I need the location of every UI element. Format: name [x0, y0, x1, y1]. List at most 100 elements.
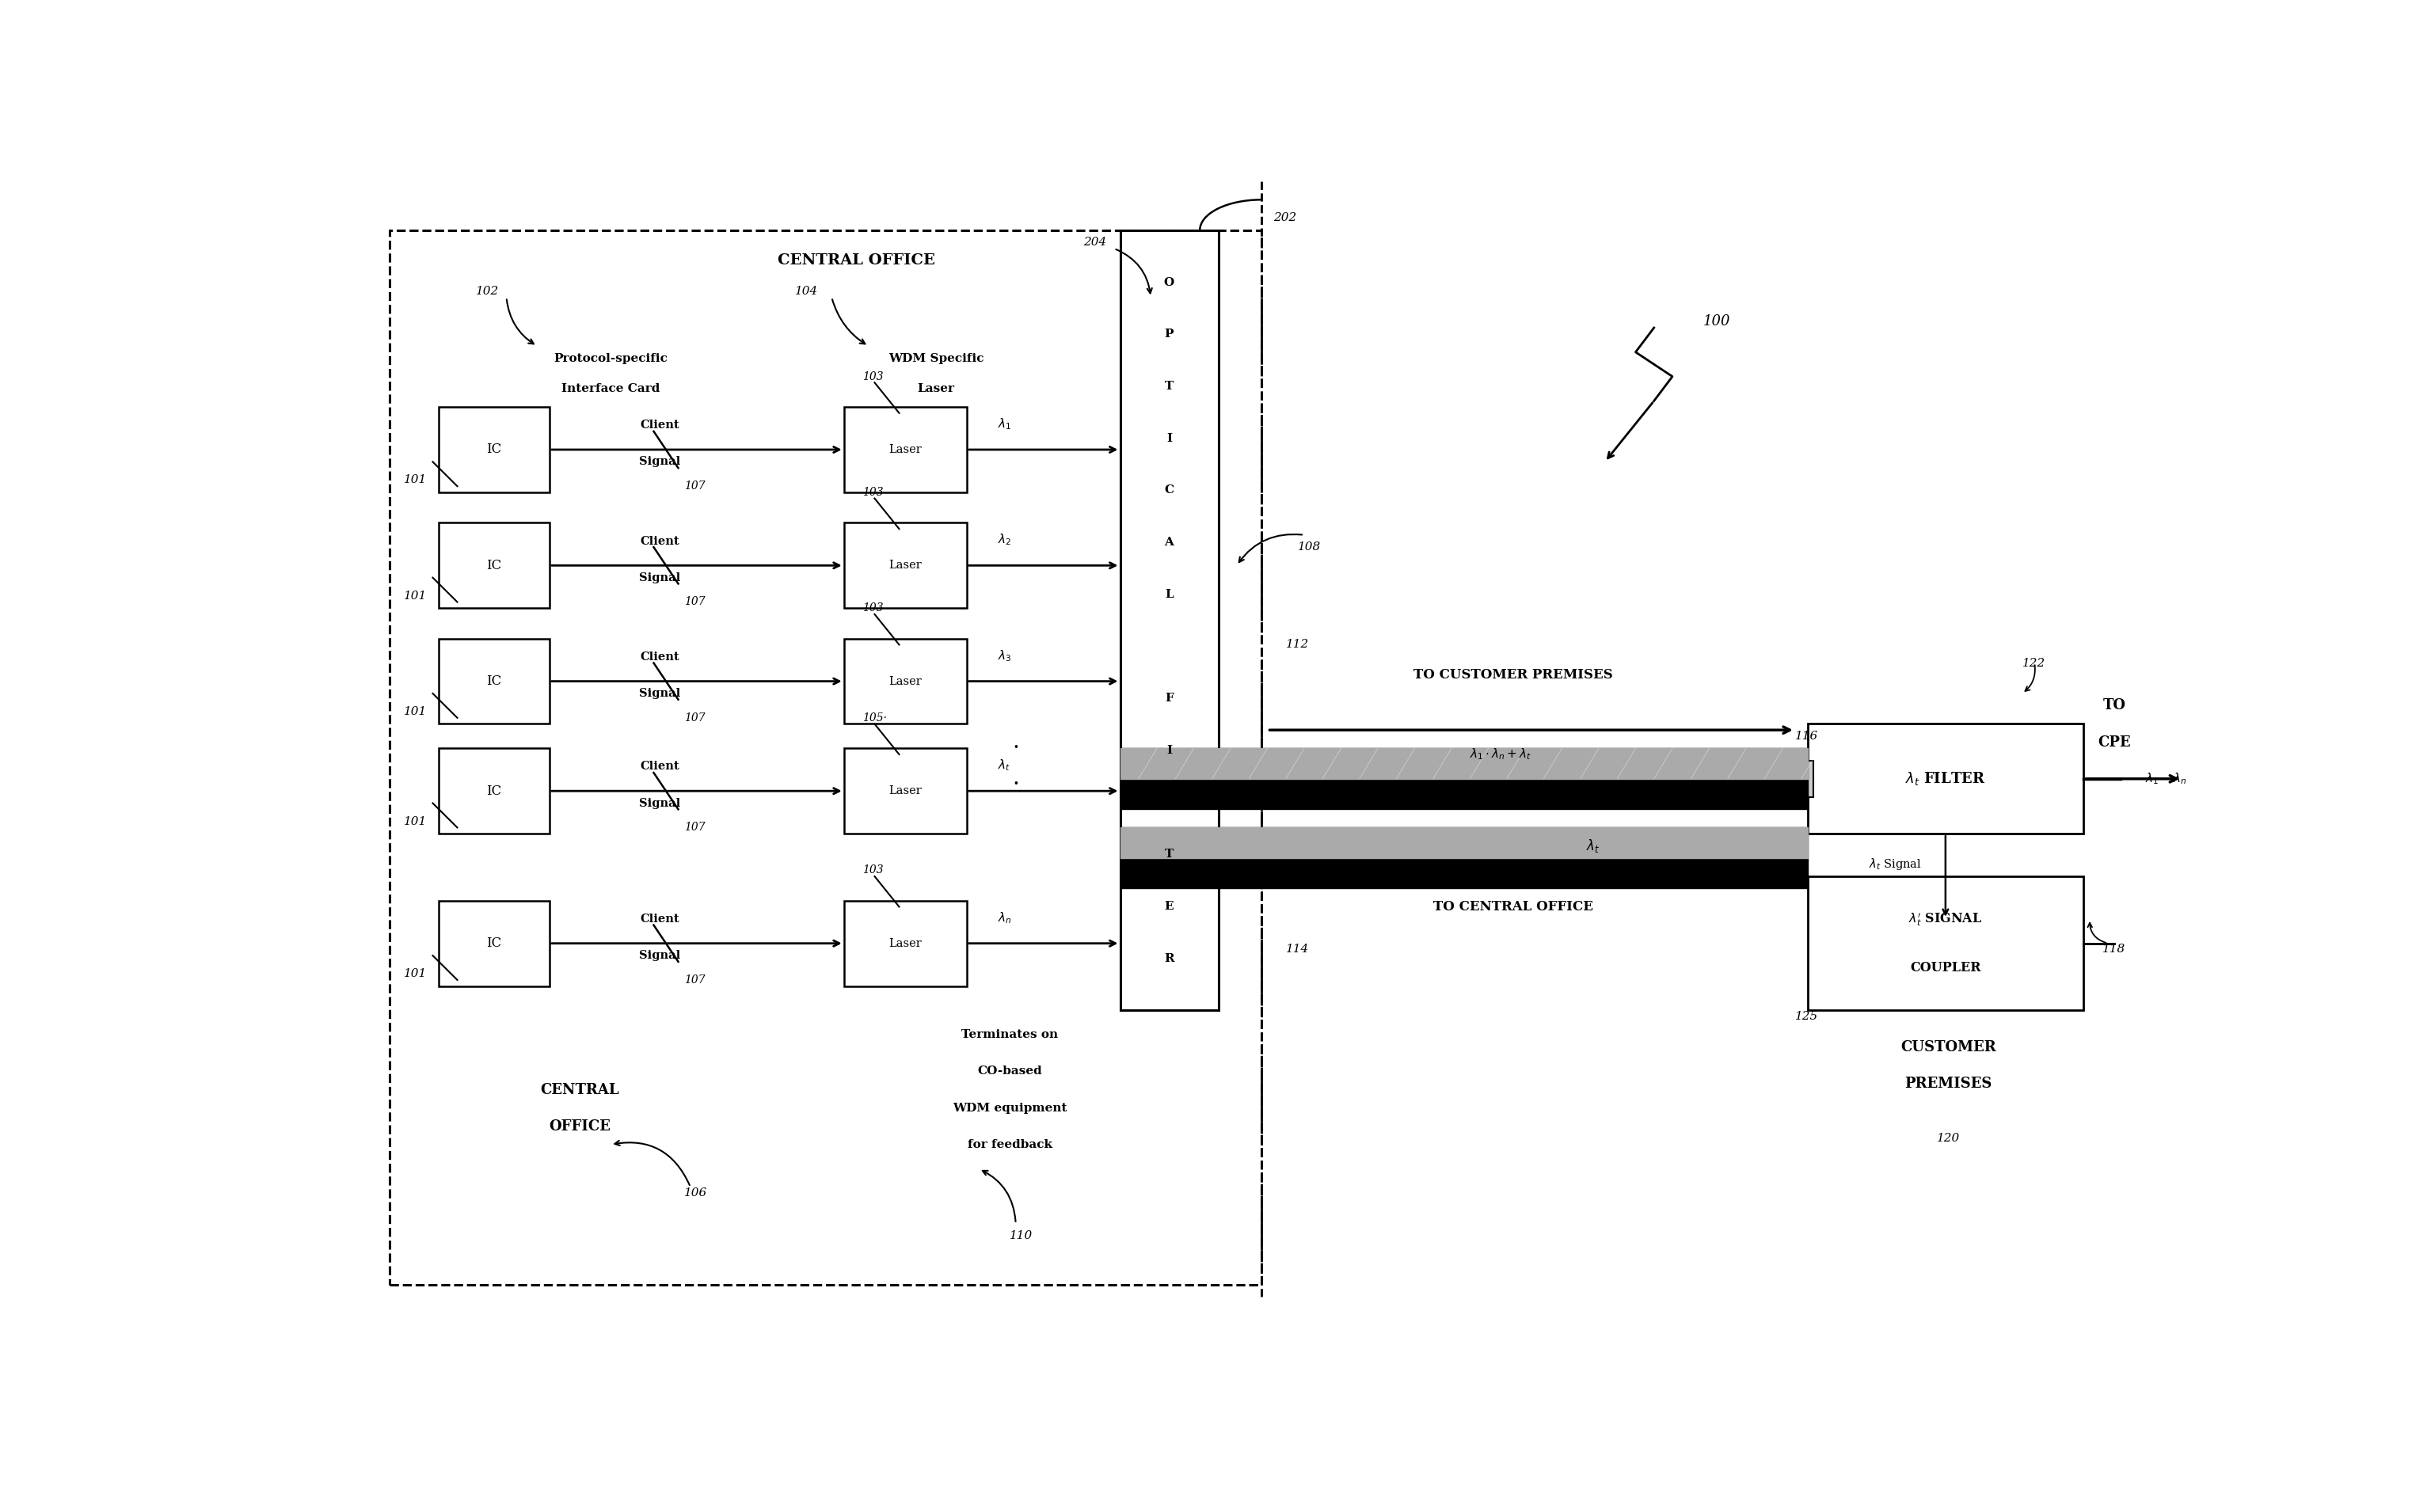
Text: $\lambda_1$: $\lambda_1$ — [997, 416, 1011, 431]
Bar — [440, 523, 549, 608]
Text: Laser: Laser — [916, 383, 955, 395]
Text: Protocol-specific: Protocol-specific — [554, 352, 669, 364]
Text: IC: IC — [486, 785, 501, 798]
Text: 107: 107 — [686, 597, 705, 608]
Text: Interface Card: Interface Card — [562, 383, 659, 395]
Bar — [440, 407, 549, 493]
Text: WDM equipment: WDM equipment — [953, 1102, 1067, 1113]
Text: C: C — [1164, 485, 1174, 496]
Text: $\lambda_n$: $\lambda_n$ — [997, 910, 1011, 925]
Text: CO-based: CO-based — [977, 1066, 1043, 1077]
Text: 108: 108 — [1298, 541, 1320, 553]
Text: Terminates on: Terminates on — [960, 1030, 1057, 1040]
Text: 105·: 105· — [863, 712, 887, 723]
Text: 104: 104 — [795, 286, 817, 296]
Text: Signal: Signal — [639, 688, 681, 699]
Text: $\lambda_t$: $\lambda_t$ — [1585, 838, 1600, 854]
Text: Signal: Signal — [639, 798, 681, 809]
Text: OFFICE: OFFICE — [549, 1119, 610, 1134]
Text: 101: 101 — [404, 475, 425, 485]
Bar — [1121, 230, 1218, 1010]
Text: I: I — [1167, 745, 1172, 756]
Text: 103: 103 — [863, 603, 882, 614]
Text: Client: Client — [639, 913, 678, 924]
Text: 103: 103 — [863, 865, 882, 875]
Text: I: I — [1167, 432, 1172, 445]
Text: for feedback: for feedback — [968, 1139, 1053, 1151]
Text: 101: 101 — [404, 706, 425, 717]
Text: T: T — [1164, 381, 1174, 392]
Text: 101: 101 — [404, 968, 425, 980]
Text: WDM Specific: WDM Specific — [887, 352, 985, 364]
Text: R: R — [1164, 953, 1174, 965]
Text: TO: TO — [2103, 699, 2125, 712]
Text: 118: 118 — [2103, 943, 2125, 956]
Text: IC: IC — [486, 674, 501, 688]
Text: IC: IC — [486, 936, 501, 950]
Text: CPE: CPE — [2098, 735, 2130, 750]
Text: 122: 122 — [2023, 658, 2044, 668]
Text: 110: 110 — [1009, 1231, 1033, 1241]
Text: 101: 101 — [404, 816, 425, 827]
Text: CENTRAL OFFICE: CENTRAL OFFICE — [778, 254, 936, 268]
Text: 107: 107 — [686, 712, 705, 723]
Text: Laser: Laser — [890, 785, 921, 797]
Text: ·: · — [1011, 774, 1019, 795]
Text: 116: 116 — [1794, 730, 1818, 742]
Text: $\lambda_t$ FILTER: $\lambda_t$ FILTER — [1906, 771, 1986, 788]
Text: 112: 112 — [1286, 640, 1308, 650]
Text: 106: 106 — [686, 1188, 707, 1199]
Text: A: A — [1164, 537, 1174, 547]
Text: 103: 103 — [863, 487, 882, 497]
Text: TO CUSTOMER PREMISES: TO CUSTOMER PREMISES — [1412, 668, 1612, 682]
Text: Signal: Signal — [639, 950, 681, 962]
Text: 204: 204 — [1084, 237, 1106, 248]
Text: $\lambda_t'$ SIGNAL: $\lambda_t'$ SIGNAL — [1908, 910, 1981, 928]
Text: IC: IC — [486, 443, 501, 457]
Text: F: F — [1164, 692, 1174, 705]
Text: $\lambda_t$: $\lambda_t$ — [997, 758, 1011, 773]
Text: 202: 202 — [1274, 213, 1296, 224]
Bar — [389, 230, 1262, 1285]
Text: 102: 102 — [476, 286, 498, 296]
Text: Client: Client — [639, 535, 678, 547]
Text: 107: 107 — [686, 823, 705, 833]
Text: L: L — [1164, 588, 1174, 600]
Text: Client: Client — [639, 761, 678, 773]
Bar — [844, 407, 968, 493]
Bar — [440, 638, 549, 724]
Text: Client: Client — [639, 652, 678, 662]
Text: 107: 107 — [686, 481, 705, 491]
Text: L: L — [1164, 797, 1174, 807]
Text: 103: 103 — [863, 370, 882, 383]
Bar — [844, 523, 968, 608]
Text: $\lambda_1 \cdot \lambda_n + \lambda_t$: $\lambda_1 \cdot \lambda_n + \lambda_t$ — [1471, 747, 1532, 762]
Text: Laser: Laser — [890, 676, 921, 686]
Text: PREMISES: PREMISES — [1906, 1077, 1993, 1090]
Text: 100: 100 — [1704, 314, 1731, 328]
Text: COUPLER: COUPLER — [1911, 962, 1981, 975]
Text: IC: IC — [486, 559, 501, 572]
Bar — [440, 748, 549, 833]
Text: Client: Client — [639, 420, 678, 431]
Text: E: E — [1164, 901, 1174, 912]
Bar — [844, 748, 968, 833]
Text: 107: 107 — [686, 974, 705, 986]
Text: Signal: Signal — [639, 457, 681, 467]
Text: Laser: Laser — [890, 937, 921, 950]
Text: $\lambda_2$: $\lambda_2$ — [997, 532, 1011, 547]
Text: P: P — [1164, 328, 1174, 340]
Text: Laser: Laser — [890, 559, 921, 572]
Bar — [844, 638, 968, 724]
Bar — [1806, 877, 2083, 1010]
Text: 114: 114 — [1286, 943, 1308, 956]
Text: $\lambda_1 - \lambda_n$: $\lambda_1 - \lambda_n$ — [2144, 771, 2185, 786]
Text: 120: 120 — [1938, 1132, 1959, 1145]
Text: ·: · — [1011, 738, 1019, 759]
Bar — [844, 901, 968, 986]
Bar — [440, 901, 549, 986]
Text: CENTRAL: CENTRAL — [540, 1083, 620, 1096]
Text: CUSTOMER: CUSTOMER — [1901, 1040, 1996, 1054]
Text: $\lambda_3$: $\lambda_3$ — [997, 649, 1011, 662]
Text: T: T — [1164, 848, 1174, 860]
